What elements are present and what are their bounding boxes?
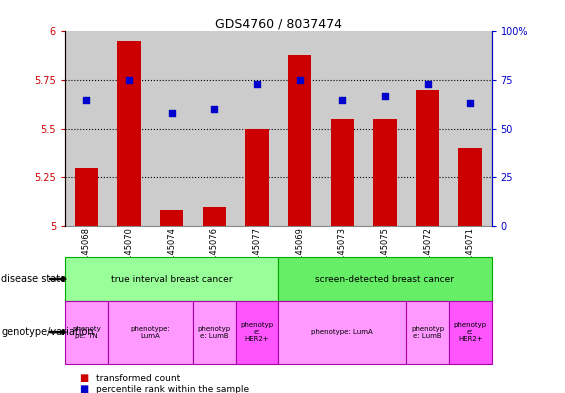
Text: true interval breast cancer: true interval breast cancer [111,275,232,283]
Bar [117,41,141,226]
Text: phenoty
pe: TN: phenoty pe: TN [72,325,101,339]
Bar [236,31,278,226]
Bar [107,31,150,226]
Bar [449,31,492,226]
Text: phenotyp
e: LumB: phenotyp e: LumB [198,325,231,339]
Bar [321,31,364,226]
Text: ■: ■ [79,384,88,393]
Text: percentile rank within the sample: percentile rank within the sample [96,385,249,393]
Point [210,106,219,112]
Bar [75,168,98,226]
Point [124,77,133,83]
Text: transformed count: transformed count [96,374,180,382]
Bar [279,31,321,226]
Bar [150,31,193,226]
Bar [202,207,226,226]
Bar [160,210,184,226]
Text: screen-detected breast cancer: screen-detected breast cancer [315,275,454,283]
Text: phenotyp
e: LumB: phenotyp e: LumB [411,325,444,339]
Point [167,110,176,116]
Point [423,81,432,87]
Bar [406,31,449,226]
Point [466,100,475,107]
Bar [416,90,440,226]
Bar [245,129,269,226]
Bar [373,119,397,226]
Bar [193,31,236,226]
Title: GDS4760 / 8037474: GDS4760 / 8037474 [215,17,342,30]
Text: genotype/variation: genotype/variation [1,327,94,337]
Text: phenotype:
LumA: phenotype: LumA [131,325,170,339]
Bar [364,31,406,226]
Bar [331,119,354,226]
Text: phenotyp
e:
HER2+: phenotyp e: HER2+ [240,322,273,342]
Text: phenotype: LumA: phenotype: LumA [311,329,373,335]
Text: phenotyp
e:
HER2+: phenotyp e: HER2+ [454,322,487,342]
Text: disease state: disease state [1,274,66,284]
Point [253,81,262,87]
Point [380,92,389,99]
Bar [65,31,107,226]
Bar [458,148,482,226]
Text: ■: ■ [79,373,88,383]
Point [82,96,91,103]
Point [338,96,347,103]
Bar [288,55,311,226]
Point [295,77,304,83]
